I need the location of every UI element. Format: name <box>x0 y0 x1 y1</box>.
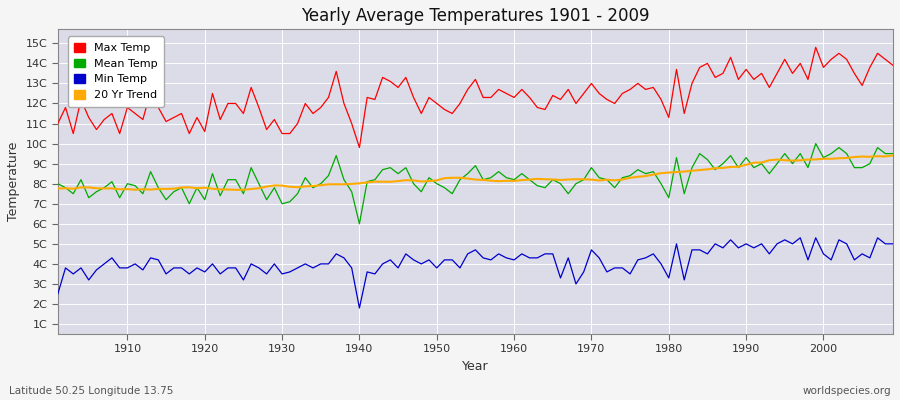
Text: worldspecies.org: worldspecies.org <box>803 386 891 396</box>
Legend: Max Temp, Mean Temp, Min Temp, 20 Yr Trend: Max Temp, Mean Temp, Min Temp, 20 Yr Tre… <box>68 36 165 107</box>
Y-axis label: Temperature: Temperature <box>7 142 20 221</box>
X-axis label: Year: Year <box>462 360 489 373</box>
Title: Yearly Average Temperatures 1901 - 2009: Yearly Average Temperatures 1901 - 2009 <box>302 7 650 25</box>
Text: Latitude 50.25 Longitude 13.75: Latitude 50.25 Longitude 13.75 <box>9 386 174 396</box>
